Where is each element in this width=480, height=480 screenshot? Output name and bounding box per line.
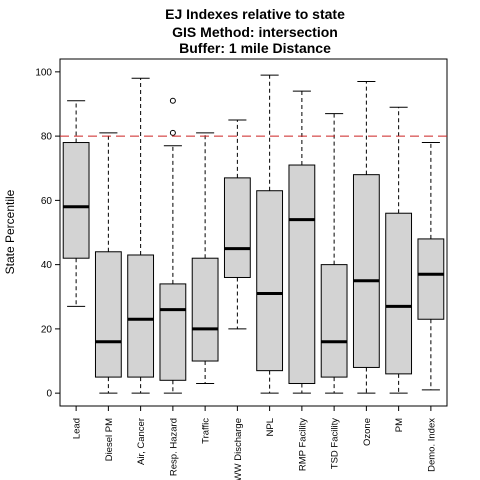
- box-group: [352, 80, 380, 394]
- x-category-label: Lead: [72, 418, 83, 439]
- y-tick-label: 100: [35, 67, 52, 78]
- boxes-layer: [62, 74, 445, 394]
- box-iqr: [417, 238, 445, 320]
- box-group: [159, 97, 187, 394]
- y-tick-label: 40: [41, 260, 53, 271]
- outlier-point: [169, 129, 176, 136]
- x-category-label: TSD Facility: [330, 418, 341, 469]
- y-tick-label: 80: [41, 132, 53, 143]
- box-iqr: [256, 190, 284, 372]
- box-group: [417, 142, 445, 391]
- y-tick-label: 60: [41, 196, 53, 207]
- x-category-label: NPL: [265, 418, 276, 436]
- box-iqr: [352, 174, 380, 368]
- x-category-label: RMP Facility: [297, 418, 308, 471]
- x-category-label: Diesel PM: [104, 418, 115, 461]
- box-group: [191, 132, 219, 385]
- box-iqr: [127, 254, 155, 378]
- x-category-label: Traffic: [201, 418, 212, 444]
- x-category-label: Resp. Hazard: [168, 418, 179, 476]
- plot-area-frame: [59, 58, 448, 407]
- x-category-label: WW Discharge: [233, 418, 244, 480]
- x-category-label: Demo. Index: [426, 418, 437, 472]
- y-tick-label: 20: [41, 324, 53, 335]
- y-axis: 0 20 40 60 80 100: [35, 67, 60, 400]
- box-group: [94, 132, 122, 394]
- box-group: [256, 74, 284, 394]
- box-iqr: [191, 257, 219, 362]
- box-iqr: [94, 251, 122, 378]
- y-tick-label: 0: [46, 389, 52, 400]
- chart-title-line-1: EJ Indexes relative to state: [165, 6, 345, 22]
- box-iqr: [288, 164, 316, 385]
- box-group: [223, 119, 251, 330]
- box-iqr: [62, 142, 90, 259]
- chart-title-line-2: GIS Method: intersection: [172, 24, 338, 40]
- box-iqr: [320, 264, 348, 378]
- box-group: [127, 77, 155, 394]
- x-category-label: Air, Cancer: [136, 418, 147, 465]
- box-group: [288, 90, 316, 394]
- x-category-label: Ozone: [362, 418, 373, 446]
- box-group: [320, 113, 348, 394]
- box-iqr: [385, 212, 413, 375]
- outlier-point: [169, 97, 176, 104]
- x-axis: Lead Diesel PM Air, Cancer Resp. Hazard Traf…: [72, 406, 437, 480]
- chart-title-line-3: Buffer: 1 mile Distance: [179, 40, 331, 56]
- x-category-label: PM: [394, 418, 405, 432]
- box-iqr: [223, 177, 251, 278]
- box-group: [62, 100, 90, 307]
- box-group: [385, 106, 413, 394]
- box-iqr: [159, 283, 187, 381]
- y-axis-label: State Percentile: [3, 189, 17, 274]
